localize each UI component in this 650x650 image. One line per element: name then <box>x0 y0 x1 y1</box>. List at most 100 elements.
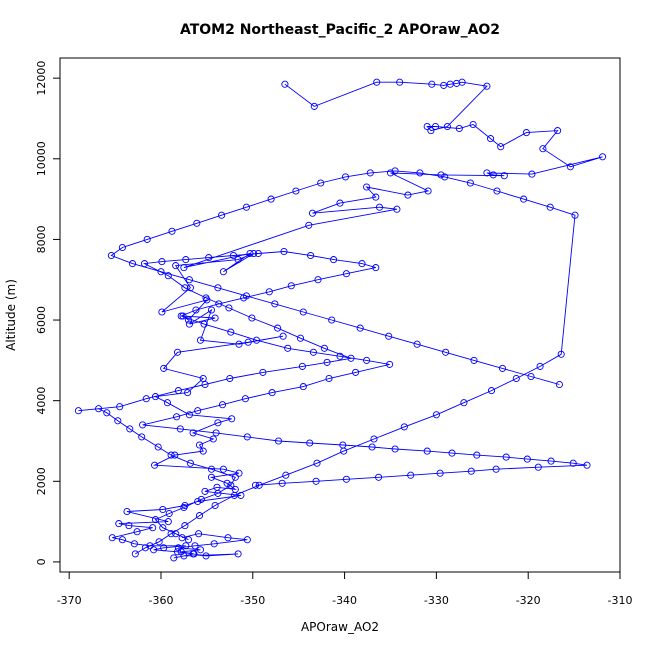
data-point <box>278 479 286 487</box>
data-point <box>114 417 122 425</box>
data-point <box>458 78 466 86</box>
data-point <box>498 364 507 372</box>
data-point <box>358 260 366 268</box>
data-point <box>296 334 305 342</box>
data-point <box>502 453 510 461</box>
data-point <box>298 362 306 370</box>
data-point <box>557 350 565 358</box>
data-point <box>172 262 180 270</box>
data-point <box>554 127 562 135</box>
data-point <box>428 80 436 88</box>
series-line <box>112 81 603 559</box>
data-point <box>467 467 475 475</box>
data-point <box>223 479 231 487</box>
data-point <box>243 536 251 544</box>
data-point <box>248 314 256 322</box>
data-point <box>255 481 263 489</box>
data-point <box>184 536 193 544</box>
data-point <box>167 530 175 538</box>
data-point <box>372 264 380 272</box>
data-point <box>299 308 307 316</box>
data-point <box>180 503 188 512</box>
x-tick-label: -350 <box>240 594 265 607</box>
data-point <box>149 524 157 532</box>
data-point <box>246 249 254 258</box>
data-point <box>569 459 577 467</box>
data-point <box>274 324 282 332</box>
x-axis-label: APOraw_AO2 <box>301 620 379 634</box>
data-point <box>493 187 501 195</box>
data-point <box>107 251 115 260</box>
x-tick-label: -340 <box>332 594 357 607</box>
data-point <box>235 340 243 348</box>
y-tick-label: 12000 <box>35 61 48 96</box>
data-point <box>225 304 233 312</box>
data-point <box>599 153 607 161</box>
y-tick-label: 4000 <box>35 387 48 415</box>
data-point <box>340 447 348 455</box>
data-point <box>226 374 234 383</box>
data-point <box>386 360 394 368</box>
data-point <box>195 512 204 520</box>
data-point <box>307 251 315 260</box>
data-point <box>330 256 338 264</box>
data-point <box>342 270 350 278</box>
data-point <box>400 423 408 431</box>
data-point <box>150 546 158 554</box>
data-point <box>583 461 591 469</box>
data-point <box>469 120 477 129</box>
data-point <box>436 469 444 477</box>
data-point <box>195 530 203 538</box>
data-point <box>224 534 232 542</box>
data-point <box>375 473 383 481</box>
data-point <box>442 348 450 356</box>
data-point <box>252 336 261 344</box>
data-point <box>308 209 317 217</box>
data-point <box>139 421 147 429</box>
data-point <box>309 348 317 356</box>
data-point <box>312 477 320 485</box>
data-point <box>347 354 355 362</box>
data-point <box>546 203 554 211</box>
data-point <box>448 449 456 457</box>
data-point <box>178 534 186 542</box>
data-point <box>427 127 435 135</box>
data-point <box>370 435 378 443</box>
series-line <box>110 170 576 555</box>
data-point <box>186 459 194 467</box>
data-point <box>103 409 111 417</box>
data-point <box>368 443 376 451</box>
data-point <box>207 473 216 481</box>
data-point <box>210 540 218 548</box>
data-point <box>133 528 141 536</box>
data-point <box>250 249 258 258</box>
data-point <box>211 501 219 510</box>
data-point <box>168 227 176 235</box>
data-point <box>211 314 219 322</box>
data-point <box>184 316 193 324</box>
data-point <box>314 276 322 284</box>
data-point <box>196 336 205 344</box>
data-point <box>126 425 134 433</box>
data-point <box>265 288 273 296</box>
data-point <box>141 544 149 552</box>
data-point <box>274 437 283 445</box>
data-point <box>396 78 404 86</box>
data-point <box>342 475 350 483</box>
series-line <box>78 251 588 541</box>
data-point <box>416 169 424 177</box>
x-tick-label: -320 <box>516 594 541 607</box>
data-point <box>159 524 167 532</box>
data-point <box>431 122 440 131</box>
data-point <box>336 199 344 207</box>
data-point <box>108 534 116 542</box>
data-point <box>194 407 202 415</box>
x-tick-label: -330 <box>424 594 449 607</box>
data-point <box>539 145 547 153</box>
data-point <box>292 187 300 195</box>
data-point <box>528 170 536 178</box>
data-point <box>205 254 213 262</box>
data-point <box>453 79 461 87</box>
data-point <box>336 352 344 360</box>
